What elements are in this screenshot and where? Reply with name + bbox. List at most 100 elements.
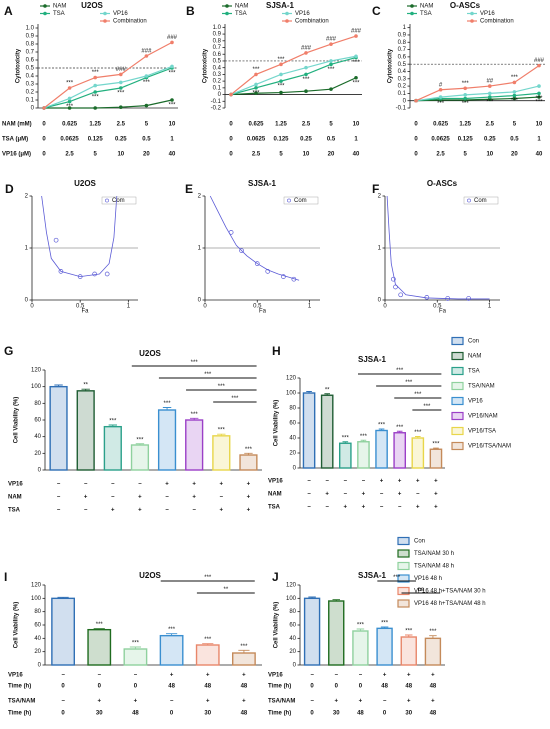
point — [537, 63, 541, 68]
significance: *** — [245, 447, 253, 453]
y-tick-label: 0.9 — [26, 34, 35, 40]
point — [512, 90, 517, 94]
bar — [130, 444, 150, 471]
row-value: + — [344, 505, 348, 511]
legend-box — [463, 196, 499, 205]
row-value: + — [434, 479, 438, 485]
legend-label: VP16/TSA/NAM — [468, 444, 511, 450]
legend-label: Con — [414, 539, 425, 545]
legend-marker — [467, 198, 471, 203]
bar — [87, 628, 112, 666]
row-value: + — [398, 479, 402, 485]
row-value: 1.25 — [89, 122, 101, 128]
x-tick-label: 0.5 — [253, 304, 262, 310]
point — [77, 274, 83, 279]
row-value: 0 — [414, 137, 418, 143]
row-value: 0 — [414, 152, 418, 158]
legend-marker — [43, 4, 47, 8]
point — [92, 271, 97, 277]
row-value: 5 — [145, 122, 149, 128]
error-bar — [380, 626, 389, 629]
x-tick-label: 0 — [203, 304, 207, 310]
panel-title: SJSA-1 — [358, 355, 387, 364]
significance: *** — [92, 95, 100, 101]
legend-marker — [105, 198, 109, 203]
significance: *** — [352, 80, 360, 86]
row-value: 0.5 — [142, 137, 151, 143]
legend-label: VP16 — [295, 11, 310, 17]
point — [512, 80, 517, 85]
row-value: 48 — [381, 684, 388, 690]
y-tick-label: 0.2 — [213, 79, 222, 85]
row-value: + — [380, 479, 384, 485]
row-value: 0.625 — [433, 122, 449, 128]
y-tick-label: 1 — [198, 246, 202, 252]
point — [488, 84, 492, 88]
point — [279, 79, 283, 83]
row-value: + — [383, 673, 387, 679]
series-line — [44, 99, 173, 109]
significance: *** — [396, 425, 404, 431]
significance: ### — [167, 35, 178, 41]
y-tick-label: 100 — [31, 384, 42, 390]
row-value: − — [416, 492, 420, 498]
bar — [159, 634, 184, 666]
point — [281, 274, 286, 279]
y-tick-label: 60 — [289, 623, 296, 629]
y-tick-label: 0 — [293, 663, 297, 669]
point — [53, 237, 59, 243]
significance: *** — [360, 434, 368, 440]
bar — [429, 448, 443, 469]
row-value: − — [383, 699, 387, 705]
series-line — [415, 92, 540, 102]
error-bar — [217, 433, 226, 436]
legend-label: VP16 — [113, 11, 128, 17]
error-bar — [165, 633, 178, 636]
legend-label: Con — [468, 339, 479, 345]
row-value: 0 — [229, 152, 233, 158]
legend-label: Combination — [295, 19, 329, 25]
y-tick-label: 80 — [34, 401, 41, 407]
bracket-label: *** — [204, 372, 212, 378]
bar — [411, 437, 425, 469]
significance: ### — [351, 29, 362, 35]
x-tick-label: 1 — [308, 304, 312, 310]
row-value: 0 — [335, 684, 339, 690]
y-tick-label: 60 — [34, 418, 41, 424]
error-bar — [244, 452, 253, 455]
row-value: + — [362, 492, 366, 498]
error-bar — [306, 391, 312, 393]
row-label: TSA/NAM — [268, 699, 295, 705]
series-line — [230, 55, 357, 96]
y-tick-label: 100 — [31, 596, 42, 602]
y-axis-label: Cell Viability (%) — [274, 400, 280, 447]
point — [329, 59, 333, 63]
significance: ### — [326, 37, 337, 43]
row-value: 0.625 — [248, 122, 264, 128]
row-value: 48 — [132, 711, 139, 717]
row-value: 0 — [414, 122, 418, 128]
series-line — [230, 77, 357, 96]
bar — [195, 644, 220, 666]
legend-swatch — [397, 599, 410, 608]
y-tick-label: 0 — [218, 92, 222, 98]
y-tick-label: 120 — [286, 583, 297, 589]
row-value: 20 — [511, 152, 518, 158]
row-value: + — [220, 482, 224, 488]
y-axis-label: Cytotoxicity — [388, 48, 394, 83]
row-value: 0.5 — [327, 137, 336, 143]
row-value: 2.5 — [486, 122, 495, 128]
row-value: 30 — [204, 711, 211, 717]
legend-marker — [103, 19, 107, 23]
point — [537, 84, 541, 88]
row-value: 10 — [353, 122, 360, 128]
y-tick-label: 0.8 — [398, 40, 407, 46]
bracket-label: ** — [223, 587, 228, 593]
significance: ### — [534, 58, 545, 64]
row-label: TSA/NAM — [8, 699, 35, 705]
bar — [357, 441, 370, 469]
row-value: − — [84, 482, 88, 488]
bracket-label: ns — [418, 587, 424, 593]
row-label: VP16 — [8, 482, 23, 488]
point — [354, 34, 358, 38]
